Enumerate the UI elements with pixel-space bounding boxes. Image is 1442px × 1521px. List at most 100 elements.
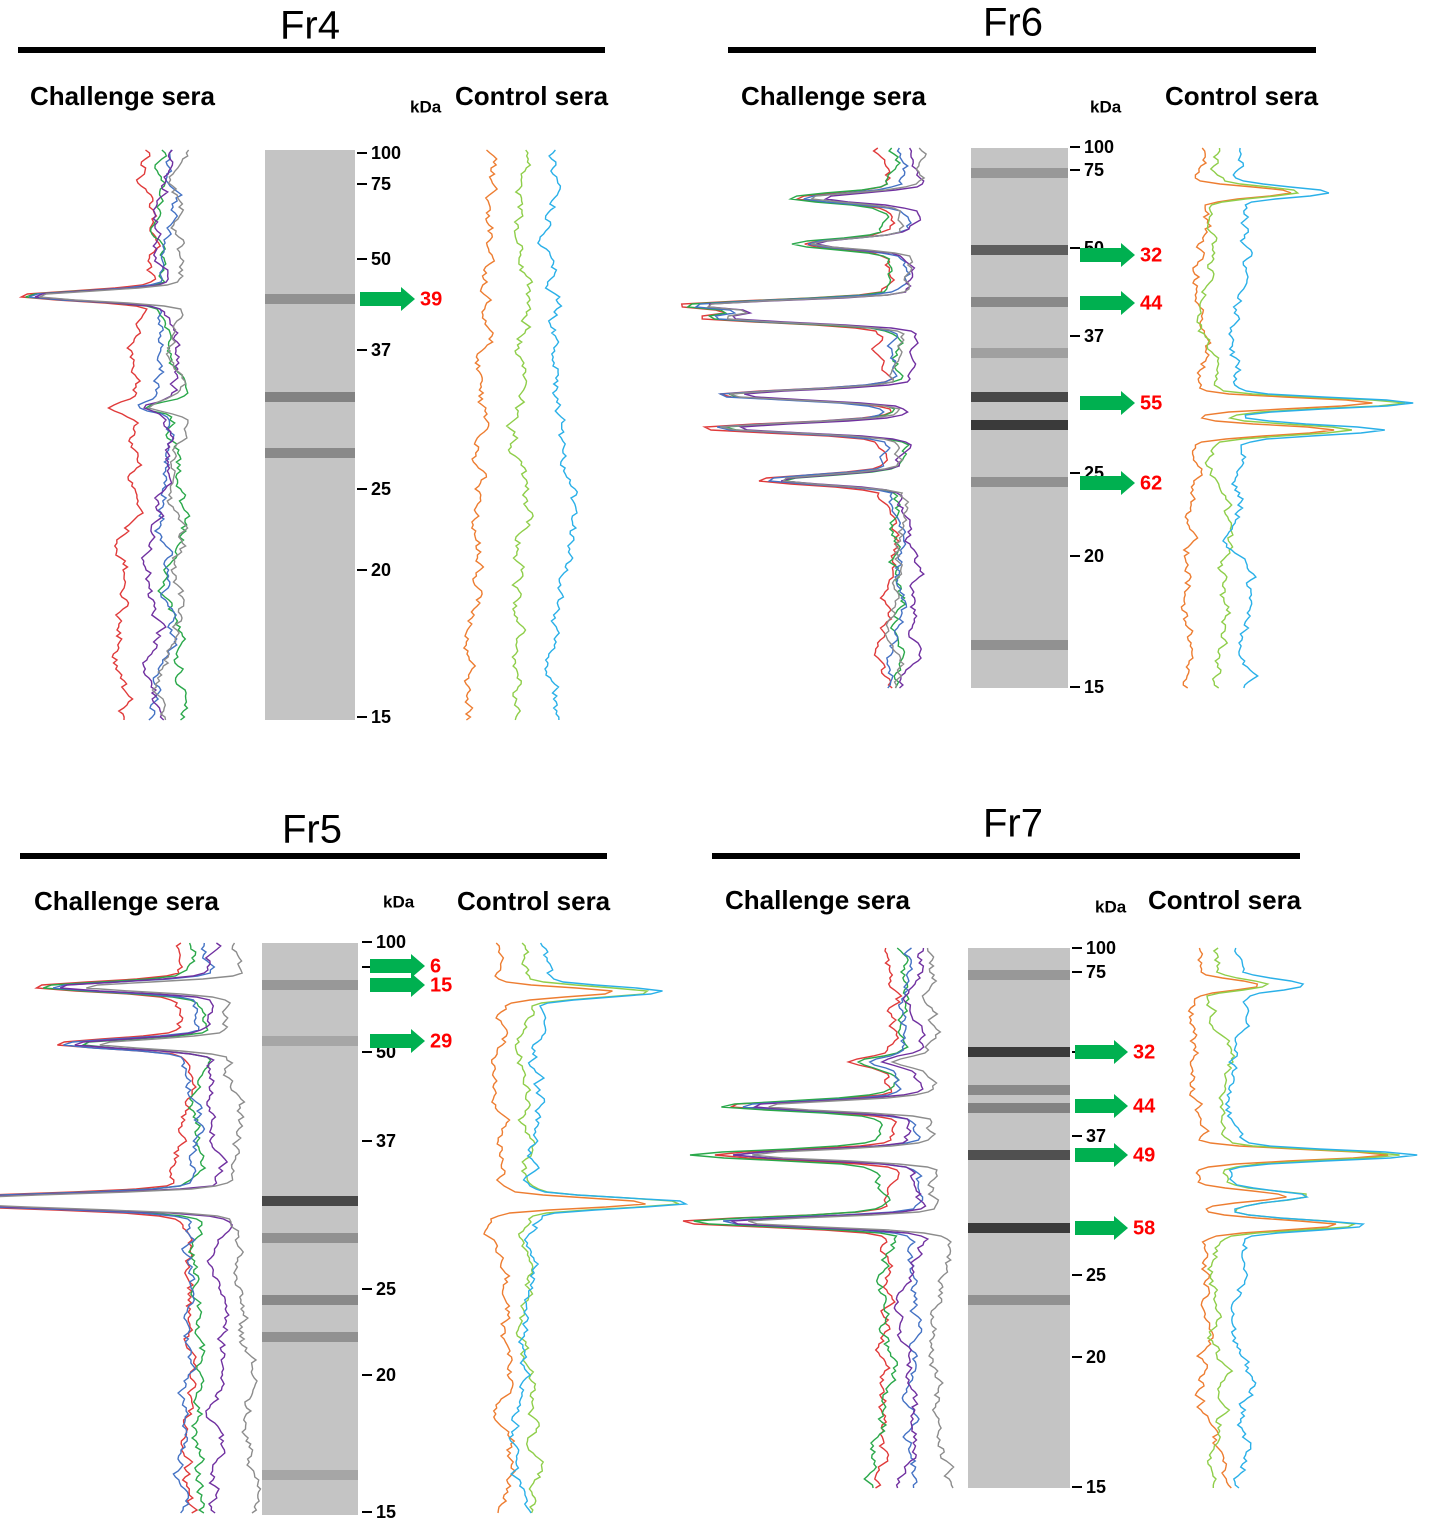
band-label: 44 [1133,1095,1156,1117]
unit-label: kDa [1095,897,1127,916]
band-label: 44 [1140,292,1163,314]
band-label: 32 [1133,1041,1155,1063]
gel-band [968,1150,1070,1160]
gel-band [971,245,1068,255]
marker-label: 20 [376,1365,396,1385]
gel-lane [265,150,355,720]
density-trace [34,149,181,721]
gel-lane [968,948,1070,1488]
control-label: Control sera [457,886,611,916]
density-trace [18,149,162,721]
marker-label: 15 [1084,677,1104,697]
gel-band [265,392,355,402]
band-label: 58 [1133,1217,1155,1239]
gel-lane [262,943,358,1515]
density-trace [537,149,579,721]
control-label: Control sera [1165,81,1319,111]
density-trace [1205,947,1400,1488]
gel-band [971,392,1068,402]
band-arrow [1075,1094,1128,1118]
marker-label: 37 [371,340,391,360]
gel-band [971,168,1068,178]
gel-band [968,970,1070,980]
gel-band [971,297,1068,307]
density-trace [0,942,216,1514]
gel-band [262,1196,358,1206]
band-label: 49 [1133,1144,1155,1166]
density-trace [0,942,262,1514]
panel-title: Fr5 [282,808,342,852]
challenge-label: Challenge sera [741,81,927,111]
band-arrow [1080,391,1135,415]
gel-band [265,294,355,304]
density-trace [706,147,927,689]
band-label: 6 [430,955,441,977]
marker-label: 15 [376,1502,396,1521]
marker-label: 20 [1084,546,1104,566]
density-trace [0,942,199,1514]
density-trace [708,147,925,689]
density-trace [1224,947,1418,1489]
gel-band [262,980,358,990]
gel-band [971,420,1068,430]
band-label: 39 [420,288,442,310]
gel-band [968,1223,1070,1233]
gel-band [262,1332,358,1342]
density-trace [39,149,190,721]
unit-label: kDa [1090,97,1122,116]
marker-label: 15 [371,707,391,727]
band-label: 29 [430,1030,452,1052]
gel-lane [971,148,1068,688]
band-label: 32 [1140,244,1162,266]
density-trace [689,947,910,1489]
gel-band [968,1085,1070,1095]
panel-title: Fr4 [280,4,340,48]
gel-band [971,348,1068,358]
challenge-label: Challenge sera [30,81,216,111]
density-trace [1222,147,1414,689]
marker-label: 100 [1086,938,1116,958]
density-trace [1187,947,1389,1489]
band-arrow [370,1029,425,1053]
band-arrow [1080,243,1135,267]
challenge-label: Challenge sera [34,886,220,916]
band-label: 62 [1140,472,1162,494]
density-trace [25,149,191,721]
marker-label: 37 [376,1131,396,1151]
marker-label: 75 [1084,160,1104,180]
density-trace [728,947,930,1489]
gel-band [262,1295,358,1305]
panel-title: Fr6 [983,1,1043,45]
marker-label: 20 [371,560,391,580]
marker-label: 50 [371,249,391,269]
marker-label: 75 [371,174,391,194]
band-arrow [1075,1216,1128,1240]
density-trace [1196,147,1406,689]
gel-band [971,477,1068,487]
marker-label: 100 [371,143,401,163]
marker-label: 25 [376,1279,396,1299]
band-arrow [1080,471,1135,495]
marker-label: 37 [1084,326,1104,346]
marker-label: 75 [1086,962,1106,982]
gel-band [265,448,355,458]
panel-title: Fr7 [983,802,1043,846]
marker-label: 25 [1086,1265,1106,1285]
band-arrow [370,973,425,997]
band-arrow [1075,1040,1128,1064]
band-arrow [1080,291,1135,315]
gel-band [262,1036,358,1046]
gel-band [262,1233,358,1243]
unit-label: kDa [410,97,442,116]
marker-label: 100 [1084,137,1114,157]
marker-label: 100 [376,932,406,952]
control-label: Control sera [1148,885,1302,915]
marker-label: 25 [371,479,391,499]
unit-label: kDa [383,892,415,911]
density-trace [28,149,183,721]
density-trace [747,947,955,1489]
marker-label: 37 [1086,1126,1106,1146]
marker-label: 20 [1086,1347,1106,1367]
density-trace [483,942,646,1514]
